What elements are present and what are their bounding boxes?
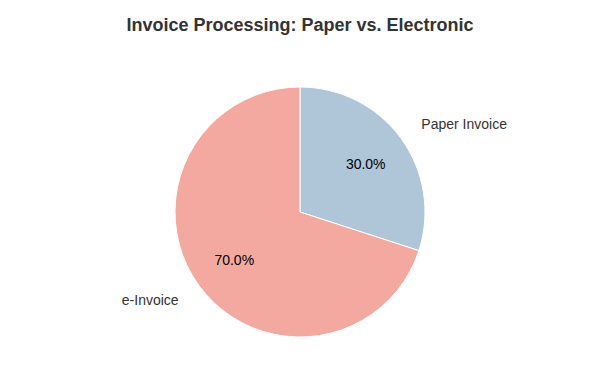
svg-text:30.0%: 30.0%: [346, 156, 386, 172]
svg-text:e-Invoice: e-Invoice: [122, 292, 179, 308]
svg-text:Paper Invoice: Paper Invoice: [421, 116, 507, 132]
svg-text:70.0%: 70.0%: [214, 252, 254, 268]
html-text:Invoice Processing: Paper vs.: Invoice Processing: Paper vs. Electronic: [126, 15, 474, 35]
